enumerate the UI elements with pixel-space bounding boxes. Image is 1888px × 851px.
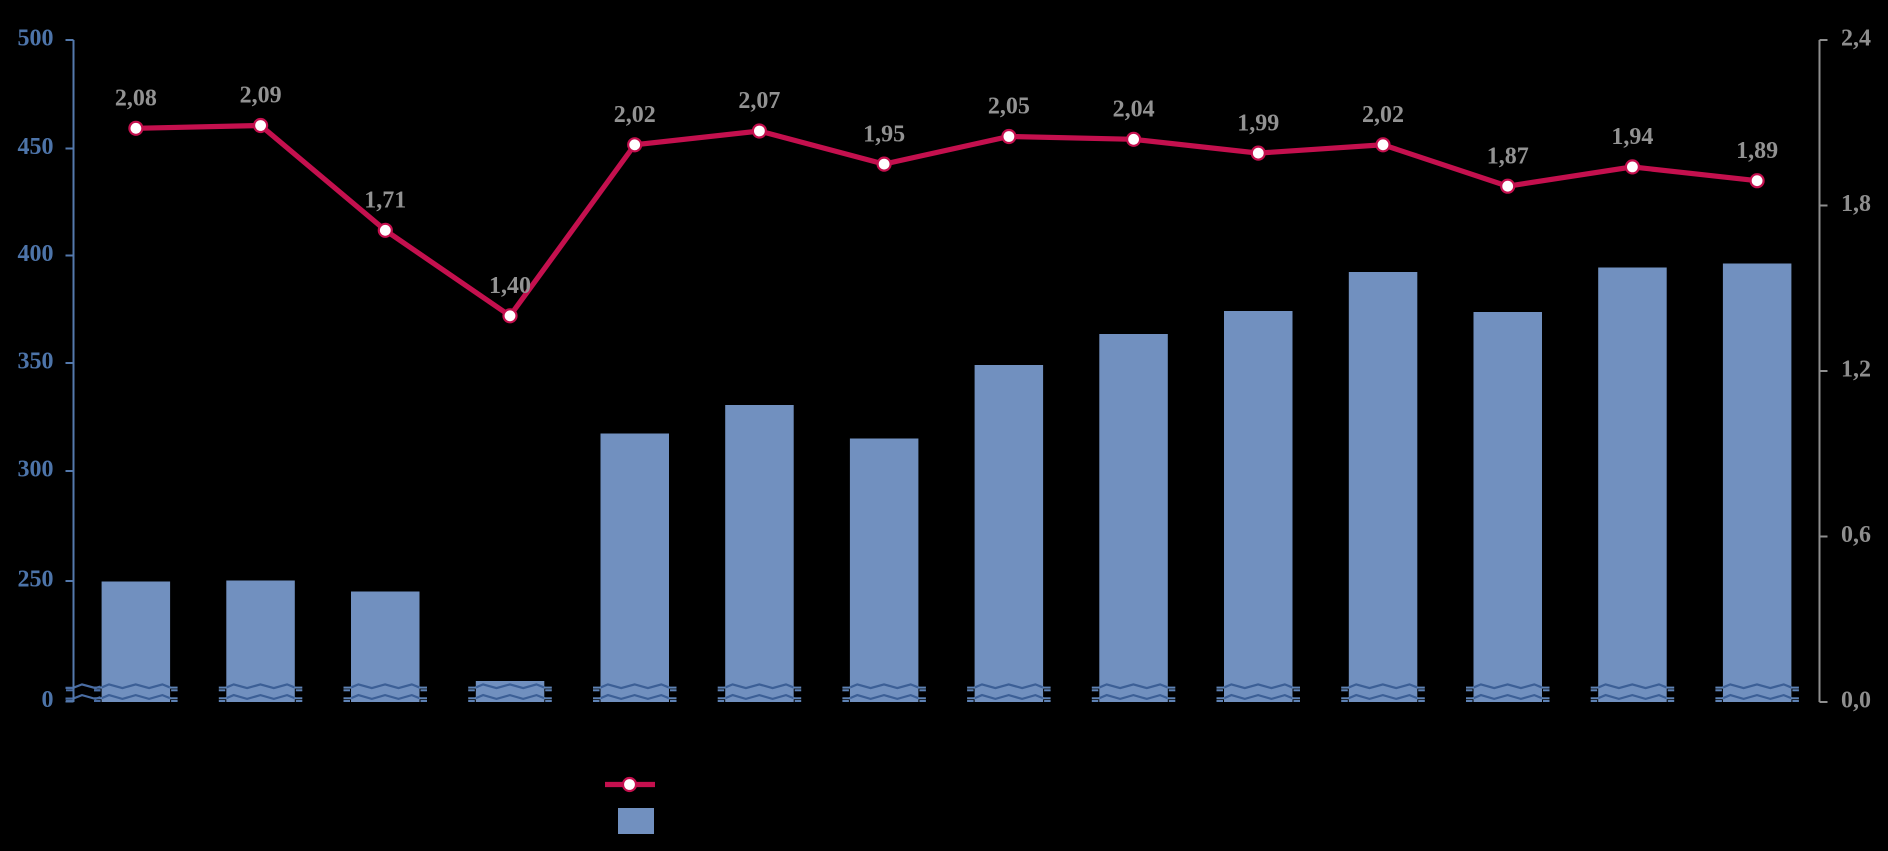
svg-text:1,2: 1,2 [1841,357,1871,383]
svg-text:2,05: 2,05 [988,94,1030,120]
svg-text:2,02: 2,02 [1362,102,1404,128]
svg-text:0,6: 0,6 [1841,522,1871,548]
svg-text:2,04: 2,04 [1113,97,1155,123]
svg-text:350: 350 [18,349,54,375]
svg-text:2,02: 2,02 [614,102,656,128]
svg-text:2,07: 2,07 [738,88,780,114]
svg-text:1,8: 1,8 [1841,191,1871,217]
svg-text:1,99: 1,99 [1237,110,1279,136]
svg-text:1,94: 1,94 [1611,124,1653,150]
svg-text:500: 500 [18,26,54,52]
svg-text:0,0: 0,0 [1841,688,1871,714]
svg-text:2,4: 2,4 [1841,26,1871,52]
svg-text:250: 250 [18,567,54,593]
svg-text:1,95: 1,95 [863,121,905,147]
svg-text:1,87: 1,87 [1487,143,1529,169]
svg-text:0: 0 [42,687,54,713]
svg-text:400: 400 [18,241,54,267]
svg-text:1,71: 1,71 [364,188,406,214]
svg-text:2,09: 2,09 [240,83,282,109]
svg-text:450: 450 [18,134,54,160]
svg-text:2,08: 2,08 [115,86,157,112]
svg-text:300: 300 [18,457,54,483]
svg-text:1,89: 1,89 [1736,138,1778,164]
svg-text:1,40: 1,40 [489,273,531,299]
